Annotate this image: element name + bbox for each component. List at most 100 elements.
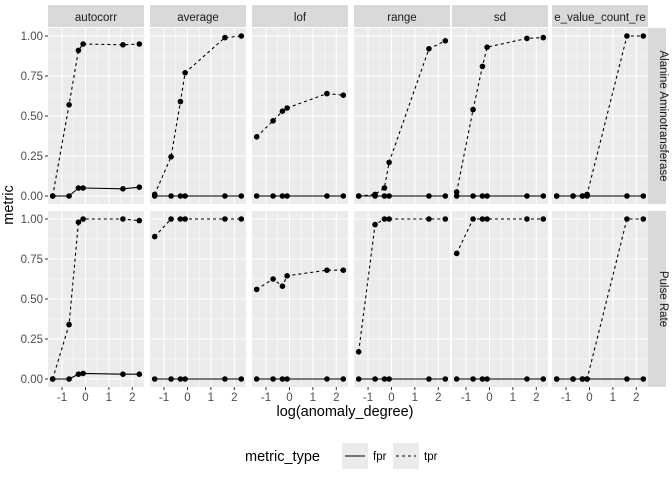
data-point-fpr	[80, 370, 86, 377]
data-point-tpr	[524, 216, 530, 222]
data-point-fpr	[182, 193, 188, 199]
data-point-tpr	[470, 106, 476, 113]
data-point-tpr	[624, 33, 630, 39]
y-tick-label: 0.75	[21, 71, 43, 83]
y-tick-label: 0.00	[21, 191, 43, 203]
panel-pulse-rate-e-value-count-re	[552, 211, 648, 387]
panel-alanine-aminotransferase-average	[150, 28, 246, 204]
data-point-tpr	[453, 250, 460, 257]
x-tick-label: -1	[57, 392, 67, 404]
x-tick-label: -1	[261, 392, 271, 404]
y-axis-title: metric	[1, 185, 17, 224]
strip-sd: sd	[452, 5, 548, 27]
x-tick-label: 1	[310, 392, 316, 404]
data-point-fpr	[524, 193, 530, 199]
legend-entry-fpr: fpr	[342, 443, 387, 469]
data-point-fpr	[279, 193, 286, 199]
data-point-tpr	[570, 376, 576, 382]
data-point-tpr	[168, 216, 174, 222]
data-point-fpr	[470, 376, 476, 382]
x-tick-label: 1	[412, 392, 418, 404]
data-point-fpr	[270, 376, 276, 382]
data-point-tpr	[553, 193, 560, 199]
x-tick-label: 2	[633, 392, 639, 404]
strip-background	[452, 5, 548, 27]
data-point-fpr	[426, 376, 432, 382]
legend-label-tpr: tpr	[424, 451, 438, 463]
x-tick-label: -1	[461, 392, 471, 404]
y-tick-label: 0.50	[21, 294, 43, 306]
data-point-tpr	[584, 191, 590, 198]
y-axis: 0.00 0.25 0.50 0.75 1.00 0.00 0.25 0.50 0.75 1.00	[21, 31, 48, 386]
panel-pulse-rate-autocorr	[48, 211, 144, 387]
data-point-tpr	[151, 191, 158, 198]
data-point-fpr	[151, 376, 158, 382]
panel-pulse-rate-sd	[452, 211, 548, 387]
data-point-fpr	[386, 376, 392, 382]
legend: metric_type fpr tpr	[245, 443, 438, 469]
data-point-fpr	[120, 186, 126, 192]
y-tick-label: 0.00	[21, 374, 43, 386]
y-tick-label: 0.25	[21, 151, 43, 163]
x-tick-label: 1	[208, 392, 214, 404]
strip-background	[48, 5, 144, 27]
strip-label: Pulse Rate	[657, 271, 669, 327]
strip-pulse-rate: Pulse Rate	[646, 211, 669, 387]
strip-label: lof	[294, 12, 307, 24]
data-point-tpr	[182, 216, 188, 222]
data-point-tpr	[442, 38, 449, 44]
data-point-fpr	[540, 193, 547, 199]
x-tick-label: 0	[286, 392, 292, 404]
data-point-tpr	[253, 134, 260, 140]
data-point-tpr	[579, 193, 586, 199]
legend-label-fpr: fpr	[373, 451, 387, 463]
data-point-tpr	[177, 98, 184, 105]
x-tick-label: 0	[586, 392, 592, 404]
data-point-tpr	[640, 216, 647, 222]
data-point-fpr	[640, 376, 647, 382]
data-point-fpr	[222, 376, 228, 382]
x-tick-label: -1	[159, 392, 169, 404]
data-point-fpr	[324, 376, 330, 382]
x-axis: -1 0 1 2 -1 0 1 2 -1 0 1 2 -1 0 1 2 -1 0 1 2 -1 0 1 2	[57, 387, 639, 404]
data-point-tpr	[426, 216, 432, 222]
data-point-tpr	[177, 216, 184, 222]
data-point-tpr	[120, 216, 126, 222]
data-point-tpr	[279, 108, 286, 114]
data-point-fpr	[284, 376, 290, 382]
series-line-tpr	[256, 93, 344, 138]
x-tick-label: 0	[82, 392, 88, 404]
data-point-tpr	[270, 118, 276, 124]
data-point-tpr	[75, 47, 82, 54]
x-tick-label: 1	[510, 392, 516, 404]
data-point-tpr	[579, 376, 586, 382]
data-point-fpr	[442, 193, 449, 199]
strip-e-value-count-re: e_value_count_re	[552, 5, 648, 27]
strip-background	[354, 5, 450, 27]
data-point-fpr	[238, 376, 245, 382]
data-point-tpr	[324, 90, 330, 97]
data-point-fpr	[136, 371, 143, 378]
data-point-fpr	[66, 193, 72, 199]
data-point-fpr	[168, 376, 174, 382]
data-point-tpr	[136, 41, 143, 47]
data-point-tpr	[372, 191, 378, 198]
panel-pulse-rate-average	[150, 211, 246, 387]
data-point-tpr	[340, 267, 347, 274]
series-line-tpr	[52, 218, 140, 380]
data-point-tpr	[624, 216, 630, 222]
strip-background	[646, 211, 666, 387]
data-point-tpr	[80, 216, 86, 222]
x-tick-label: 0	[184, 392, 190, 404]
data-point-tpr	[182, 70, 188, 76]
panel-alanine-aminotransferase-lof	[252, 28, 348, 204]
data-point-tpr	[540, 216, 547, 222]
data-point-tpr	[484, 44, 490, 50]
data-point-tpr	[270, 276, 276, 282]
data-point-fpr	[624, 376, 630, 382]
strip-background	[646, 28, 666, 204]
strip-background	[552, 5, 648, 27]
data-point-tpr	[381, 185, 388, 191]
data-point-fpr	[168, 193, 174, 199]
data-point-tpr	[66, 102, 72, 108]
